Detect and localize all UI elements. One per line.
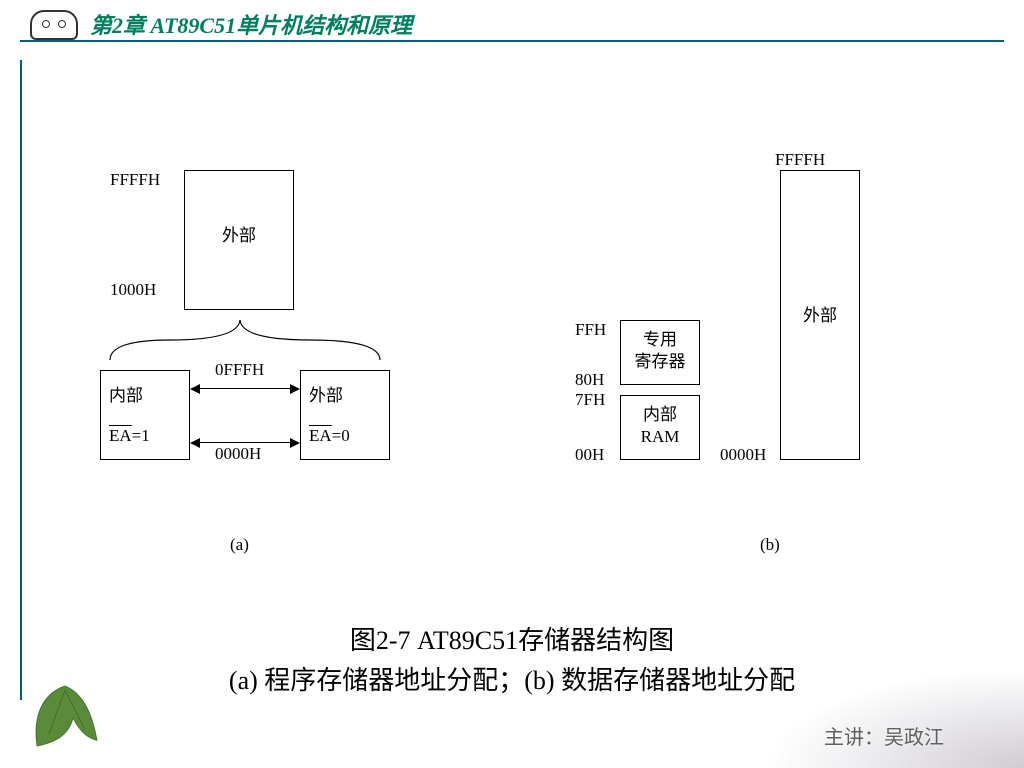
a-addr-1000: 1000H xyxy=(110,280,156,300)
a-external-ea: EA=0 xyxy=(309,426,381,446)
a-internal-label: 内部 xyxy=(109,381,181,406)
a-addr-0fff: 0FFFH xyxy=(215,360,264,380)
chapter-title: 第2章 AT89C51单片机结构和原理 xyxy=(90,8,412,40)
b-addr-0000: 0000H xyxy=(720,445,766,465)
memory-diagram: 外部 FFFFH 1000H 内部 EA=1 外部 EA=0 0FFFH 000… xyxy=(80,150,960,570)
b-sublabel: (b) xyxy=(760,535,780,555)
b-sfr-line2: 寄存器 xyxy=(621,351,699,373)
a-arrow-bottom-lhead xyxy=(190,438,200,448)
b-external-box: 外部 xyxy=(780,170,860,460)
b-ram-line1: 内部 xyxy=(621,404,699,426)
b-ram-box: 内部 RAM xyxy=(620,395,700,460)
figure-caption-1: 图2-7 AT89C51存储器结构图 xyxy=(0,620,1024,657)
a-sublabel: (a) xyxy=(230,535,249,555)
header-rule xyxy=(20,40,1004,42)
leaf-icon xyxy=(20,678,110,758)
b-ram-line2: RAM xyxy=(621,426,699,448)
b-addr-ff: FFH xyxy=(575,320,606,340)
a-addr-0000: 0000H xyxy=(215,444,261,464)
b-sfr-line1: 专用 xyxy=(621,329,699,351)
a-arrow-bottom-rhead xyxy=(290,438,300,448)
a-addr-ffff: FFFFH xyxy=(110,170,160,190)
decorative-icon xyxy=(30,10,78,40)
a-external-label: 外部 xyxy=(309,381,381,406)
presenter-label: 主讲：吴政江 xyxy=(824,721,944,750)
b-addr-00: 00H xyxy=(575,445,604,465)
figure-caption-2: (a) 程序存储器地址分配；(b) 数据存储器地址分配 xyxy=(0,660,1024,697)
a-internal-ea: EA=1 xyxy=(109,426,181,446)
b-addr-7f: 7FH xyxy=(575,390,605,410)
b-addr-ffff: FFFFH xyxy=(775,150,825,170)
a-arrow-bottom xyxy=(192,442,298,443)
a-external-box: 外部 EA=0 xyxy=(300,370,390,460)
sidebar-rule xyxy=(20,60,22,700)
a-arrow-top-lhead xyxy=(190,384,200,394)
a-arrow-top xyxy=(192,388,298,389)
a-external-top-label: 外部 xyxy=(185,221,293,246)
a-arrow-top-rhead xyxy=(290,384,300,394)
a-external-top-box: 外部 xyxy=(184,170,294,310)
b-sfr-box: 专用 寄存器 xyxy=(620,320,700,385)
b-addr-80: 80H xyxy=(575,370,604,390)
b-external-label: 外部 xyxy=(781,301,859,326)
a-internal-box: 内部 EA=1 xyxy=(100,370,190,460)
